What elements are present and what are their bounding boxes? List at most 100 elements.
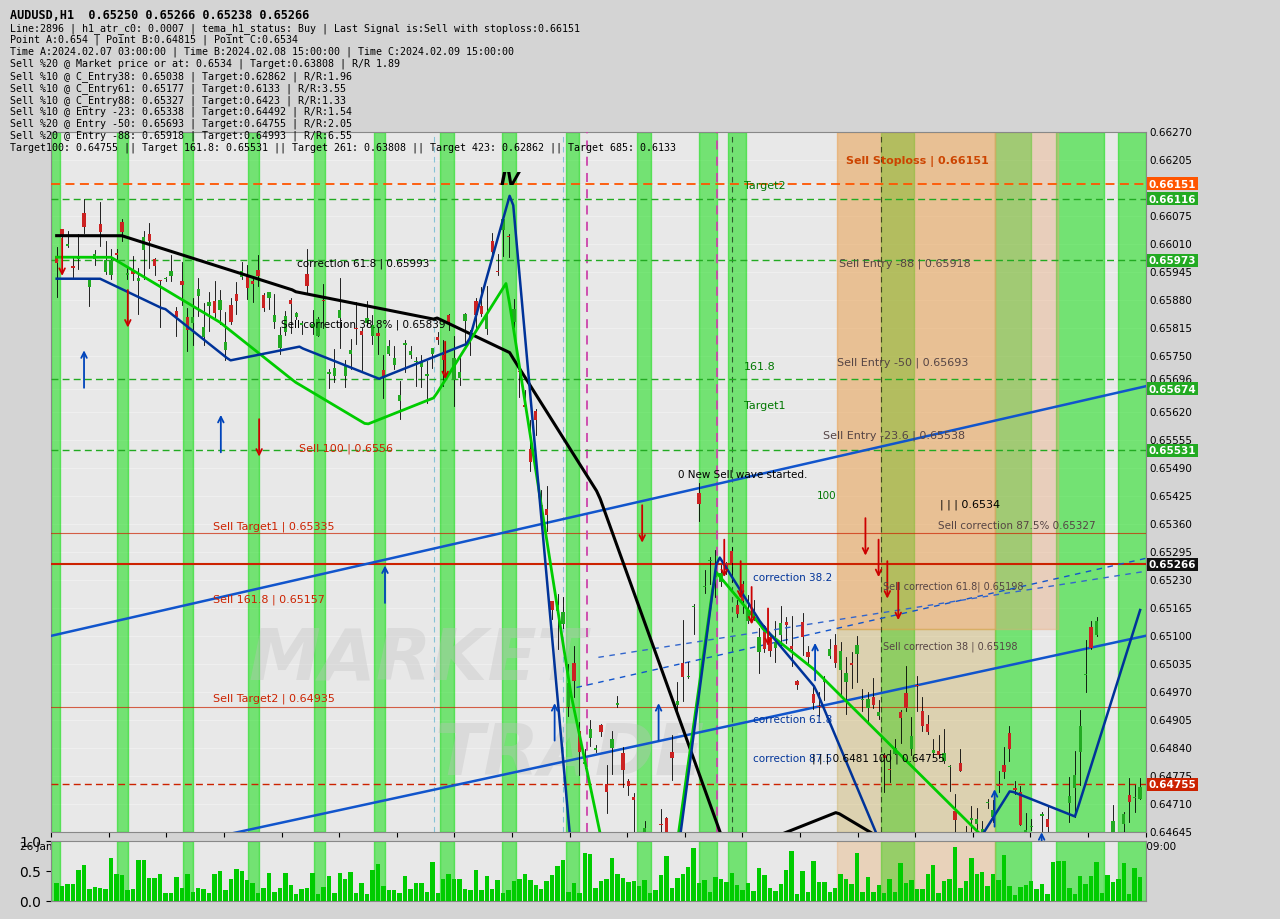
Bar <box>708 892 712 901</box>
Bar <box>137 278 140 281</box>
Bar <box>681 664 685 677</box>
Bar <box>686 676 690 677</box>
Bar <box>436 337 439 341</box>
Bar <box>584 762 586 765</box>
Bar <box>778 884 783 901</box>
Bar <box>502 220 504 231</box>
Bar <box>1133 868 1137 901</box>
Bar <box>795 681 799 685</box>
Text: 0.66270: 0.66270 <box>1149 129 1192 138</box>
Text: 0.64755: 0.64755 <box>1149 779 1197 789</box>
Bar <box>785 623 788 625</box>
Bar <box>1036 839 1038 842</box>
Bar <box>207 303 211 306</box>
Text: 100: 100 <box>817 491 837 501</box>
Bar <box>621 753 625 770</box>
Bar <box>55 257 59 264</box>
Bar <box>175 312 178 317</box>
Bar <box>582 853 588 901</box>
Bar <box>355 329 358 330</box>
Text: 0.64840: 0.64840 <box>1149 743 1192 753</box>
Bar <box>768 888 772 901</box>
Text: 0.64970: 0.64970 <box>1149 687 1192 697</box>
Bar <box>452 358 456 380</box>
Bar <box>932 751 934 754</box>
Bar <box>995 133 1059 630</box>
Bar <box>174 878 179 901</box>
Bar <box>1007 886 1011 901</box>
Bar <box>806 892 810 901</box>
Bar <box>746 883 750 901</box>
Text: Sell Entry -88 | 0.65918: Sell Entry -88 | 0.65918 <box>840 258 972 269</box>
Bar <box>899 712 902 718</box>
Bar <box>1138 877 1142 901</box>
Bar <box>572 663 576 681</box>
Bar <box>507 891 511 901</box>
Bar <box>855 853 859 901</box>
Bar <box>969 858 974 901</box>
Bar <box>132 272 134 275</box>
Bar <box>179 888 184 901</box>
Bar <box>218 871 223 901</box>
Bar <box>812 694 815 704</box>
Bar <box>518 372 521 373</box>
Bar <box>681 874 685 901</box>
Bar <box>616 703 620 705</box>
Bar <box>507 236 511 238</box>
Bar <box>905 693 908 708</box>
Bar <box>332 893 337 901</box>
Bar <box>403 344 407 346</box>
Bar <box>534 885 538 901</box>
Bar <box>425 375 429 377</box>
Bar <box>51 841 60 901</box>
Bar <box>952 847 957 901</box>
Bar <box>882 893 887 901</box>
Text: Sell Entry -23.6 | 0.65538: Sell Entry -23.6 | 0.65538 <box>823 430 965 441</box>
Bar <box>643 880 646 901</box>
Bar <box>1094 621 1098 636</box>
Bar <box>442 356 445 360</box>
Bar <box>65 883 69 901</box>
Bar <box>485 877 489 901</box>
Bar <box>326 876 332 901</box>
Bar <box>398 395 402 402</box>
Bar <box>248 133 259 832</box>
Bar <box>387 891 390 901</box>
Bar <box>463 890 467 901</box>
Bar <box>975 819 978 823</box>
Bar <box>120 875 124 901</box>
Bar <box>376 864 380 901</box>
Bar <box>773 642 777 649</box>
Bar <box>1068 797 1071 803</box>
Bar <box>545 510 548 516</box>
Bar <box>632 797 635 800</box>
Bar <box>937 893 941 901</box>
Bar <box>1084 674 1087 675</box>
Bar <box>822 881 827 901</box>
Text: 0.64645: 0.64645 <box>1149 827 1192 836</box>
Bar <box>114 874 119 901</box>
Bar <box>577 732 581 752</box>
Bar <box>1018 887 1023 901</box>
Bar <box>512 310 516 323</box>
Bar <box>899 864 902 901</box>
Bar <box>986 802 989 803</box>
Bar <box>241 272 243 278</box>
Bar <box>920 711 924 726</box>
Bar <box>1012 894 1018 901</box>
Text: 0.66205: 0.66205 <box>1149 156 1192 166</box>
Bar <box>415 361 417 363</box>
Bar <box>1051 862 1055 901</box>
Bar <box>284 317 287 333</box>
Bar <box>915 889 919 901</box>
Bar <box>980 829 984 839</box>
Bar <box>1105 875 1110 901</box>
Bar <box>986 886 989 901</box>
Text: 0.66075: 0.66075 <box>1149 212 1192 222</box>
Bar <box>1046 894 1050 901</box>
Bar <box>1056 861 1061 901</box>
Bar <box>183 133 193 832</box>
Bar <box>392 890 397 901</box>
Bar <box>925 874 931 901</box>
Bar <box>790 647 794 650</box>
